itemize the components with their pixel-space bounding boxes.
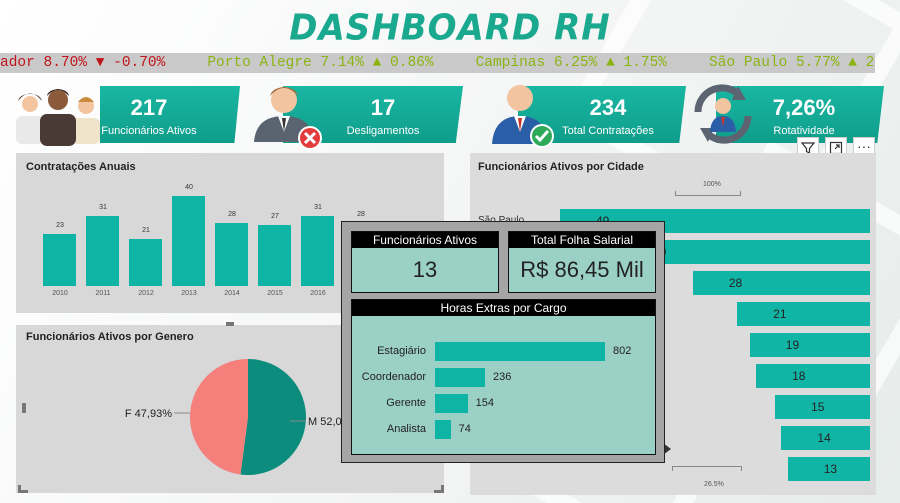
data-label: 74 <box>459 423 471 435</box>
bar[interactable] <box>435 420 451 439</box>
tick-label: 2012 <box>129 290 163 297</box>
percent-bracket <box>672 466 742 471</box>
ticker-item: Campinas 6.25% ▲ 1.75% <box>476 53 667 73</box>
data-label: F 47,93% <box>125 408 172 420</box>
bar[interactable] <box>301 216 334 286</box>
data-label: 18 <box>792 369 805 383</box>
data-label: 236 <box>493 371 511 383</box>
card-title: Total Folha Salarial <box>509 232 655 248</box>
data-label: 21 <box>773 307 786 321</box>
category-label: Analista <box>346 423 426 435</box>
bar[interactable] <box>435 342 605 361</box>
dismissed-employee-icon <box>248 82 328 154</box>
overtime-card: Horas Extras por Cargo Estagiário 802 Coor… <box>351 299 656 455</box>
resize-handle[interactable] <box>18 485 28 493</box>
rotation-icon <box>688 82 758 146</box>
bar[interactable] <box>258 225 291 286</box>
kpi-dismissals: 17 Desligamentos <box>248 86 463 143</box>
data-label: 802 <box>613 345 631 357</box>
city-ticker: ador 8.70% ▼ -0.70% Porto Alegre 7.14% ▲ … <box>0 53 875 73</box>
bar[interactable] <box>43 234 76 286</box>
tick-label: 2010 <box>43 290 77 297</box>
kpi-active-employees: 217 Funcionários Ativos <box>10 86 240 143</box>
pie-slice-f[interactable] <box>190 359 248 475</box>
tick-label: 2014 <box>215 290 249 297</box>
bar[interactable] <box>435 394 468 413</box>
data-label: 27 <box>258 213 292 220</box>
active-employees-card: Funcionários Ativos 13 <box>351 231 499 293</box>
tick-label: 2013 <box>172 290 206 297</box>
percent-bracket <box>675 191 741 196</box>
payroll-card: Total Folha Salarial R$ 86,45 Mil <box>508 231 656 293</box>
category-label: Gerente <box>346 397 426 409</box>
hired-employee-icon <box>488 80 560 152</box>
panel-title: Funcionários Ativos por Cidade <box>478 161 644 173</box>
category-label: Coordenador <box>346 371 426 383</box>
pie-slice-m[interactable] <box>240 359 306 475</box>
data-label: 28 <box>215 211 249 218</box>
bar[interactable] <box>693 271 870 295</box>
page-title: DASHBOARD RH <box>0 7 900 49</box>
card-value: 13 <box>352 257 498 283</box>
tick-label: 2016 <box>301 290 335 297</box>
bar[interactable] <box>750 333 870 357</box>
data-label: 23 <box>43 222 77 229</box>
data-label: 28 <box>344 211 378 218</box>
people-group-icon <box>10 86 105 146</box>
percent-label: 26.5% <box>704 481 724 488</box>
tick-label: 2011 <box>86 290 120 297</box>
resize-handle[interactable] <box>226 322 234 326</box>
bar[interactable] <box>435 368 485 387</box>
data-label: 40 <box>172 184 206 191</box>
ticker-item: São Paulo 5.77% ▲ 2 <box>709 53 874 73</box>
card-title: Horas Extras por Cargo <box>352 300 655 316</box>
data-label: 15 <box>811 400 824 414</box>
ticker-item: ador 8.70% ▼ -0.70% <box>0 53 165 73</box>
resize-handle[interactable] <box>22 403 26 413</box>
data-label: 19 <box>786 338 799 352</box>
kpi-total-hires: 234 Total Contratações <box>488 86 686 143</box>
kpi-value: 17 <box>308 95 458 121</box>
percent-label: 100% <box>703 181 721 188</box>
card-title: Funcionários Ativos <box>352 232 498 248</box>
ticker-item: Porto Alegre 7.14% ▲ 0.86% <box>207 53 433 73</box>
bar[interactable] <box>756 364 870 388</box>
bar[interactable] <box>129 239 162 286</box>
data-label: 21 <box>129 227 163 234</box>
kpi-label: Desligamentos <box>308 125 458 137</box>
tooltip-popup: Funcionários Ativos 13 Total Folha Salar… <box>341 221 665 463</box>
data-label: 28 <box>729 276 742 290</box>
data-label: 31 <box>86 204 120 211</box>
category-label: Estagiário <box>346 345 426 357</box>
resize-handle[interactable] <box>434 485 444 493</box>
data-label: 31 <box>301 204 335 211</box>
bar[interactable] <box>737 302 870 326</box>
data-label: 154 <box>476 397 494 409</box>
data-label: M 52,0 <box>308 416 342 428</box>
data-label: 13 <box>824 462 837 476</box>
bar[interactable] <box>215 223 248 286</box>
bar[interactable] <box>86 216 119 286</box>
tick-label: 2015 <box>258 290 292 297</box>
bar[interactable] <box>172 196 205 286</box>
panel-title: Contratações Anuais <box>26 161 136 173</box>
kpi-turnover: 7,26% Rotatividade <box>688 86 884 143</box>
data-label: 14 <box>817 431 830 445</box>
card-value: R$ 86,45 Mil <box>509 257 655 283</box>
